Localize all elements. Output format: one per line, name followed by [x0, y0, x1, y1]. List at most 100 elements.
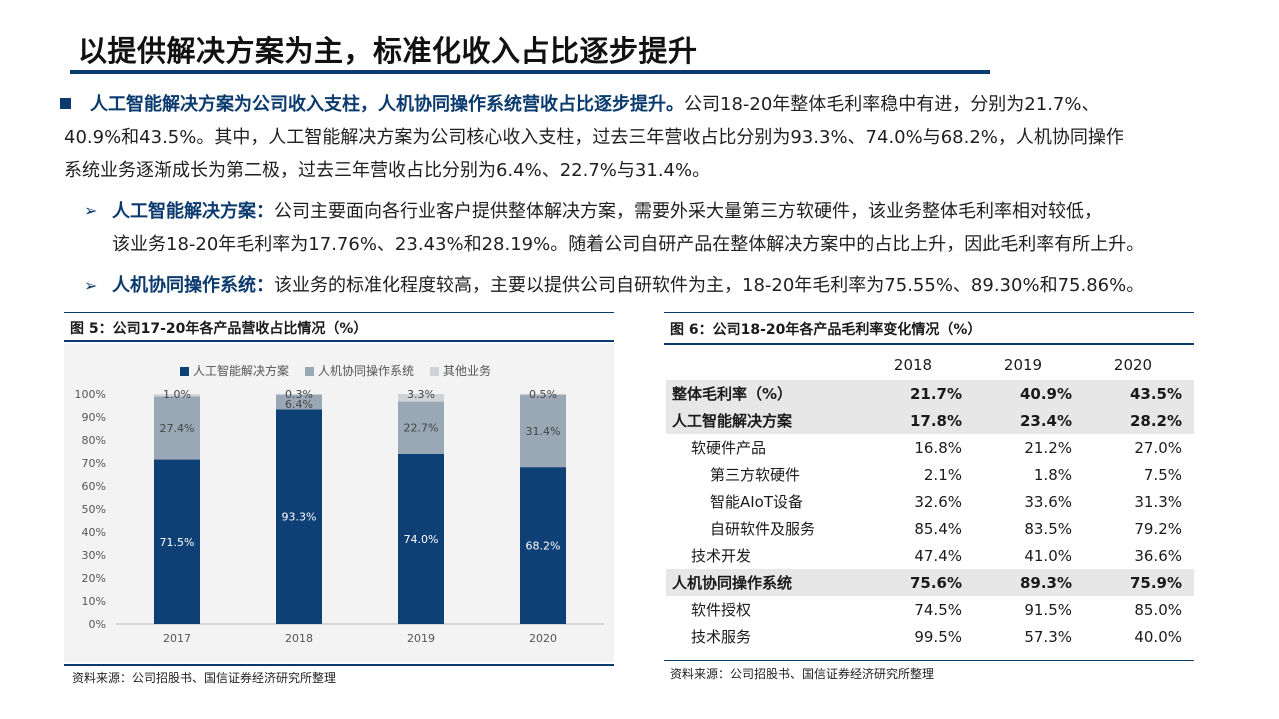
cell-value: 75.9%: [1084, 569, 1194, 596]
data-label: 1.0%: [163, 388, 191, 401]
cell-value: 57.3%: [1024, 627, 1072, 646]
data-label: 74.0%: [404, 533, 439, 546]
row-label: 软件授权: [691, 601, 752, 619]
cell-value: 32.6%: [914, 492, 962, 511]
y-tick-label: 20%: [82, 572, 106, 585]
bar-segment: [520, 393, 566, 395]
year-header: 2019: [1003, 356, 1043, 374]
cell-value: 40.9%: [974, 380, 1084, 407]
hci-os-line1: 该业务的标准化程度较高，主要以提供公司自研软件为主，18-20年毛利率为75.5…: [274, 275, 1145, 296]
cell-value: 27.0%: [1134, 438, 1182, 457]
x-tick-label: 2017: [163, 632, 191, 645]
table-row: 整体毛利率（%） 21.7% 40.9% 43.5%: [666, 380, 1194, 407]
cell-value: 23.4%: [974, 407, 1084, 434]
table-header-row: 2018 2019 2020: [666, 350, 1194, 380]
data-label: 71.5%: [160, 536, 195, 549]
paragraph-ai-solution: 人工智能解决方案：公司主要面向各行业客户提供整体解决方案，需要外采大量第三方软硬…: [112, 195, 1272, 228]
legend-label: 人机协同操作系统: [318, 364, 415, 378]
year-header: 2018: [893, 356, 933, 374]
fig6-bottom-rule: [664, 660, 1194, 661]
table-row: 第三方软硬件 2.1% 1.8% 7.5%: [666, 461, 1194, 488]
cell-value: 21.7%: [864, 380, 974, 407]
fig5-top-rule: [64, 312, 614, 313]
data-label: 31.4%: [526, 425, 561, 438]
x-tick-label: 2020: [529, 632, 557, 645]
summary-line1: 公司18-20年整体毛利率稳中有进，分别为21.7%、: [684, 94, 1100, 115]
x-tick-label: 2018: [285, 632, 313, 645]
cell-value: 17.8%: [864, 407, 974, 434]
x-tick-label: 2019: [407, 632, 435, 645]
table-row: 智能AIoT设备 32.6% 33.6% 31.3%: [666, 488, 1194, 515]
fig6-heading-rule: [664, 343, 1194, 345]
data-label: 68.2%: [526, 540, 561, 553]
summary-highlight: 人工智能解决方案为公司收入支柱，人机协同操作系统营收占比逐步提升。: [90, 94, 684, 115]
fig6-heading: 图 6：公司18-20年各产品毛利率变化情况（%）: [670, 322, 982, 338]
cell-value: 79.2%: [1134, 519, 1182, 538]
header-blank-cell: [666, 350, 864, 380]
bar-segment: [276, 394, 322, 410]
gross-margin-table: 2018 2019 2020 整体毛利率（%） 21.7% 40.9% 43.5% 人工智能解…: [666, 350, 1194, 650]
row-label: 人机协同操作系统: [666, 569, 864, 596]
y-tick-label: 60%: [82, 480, 106, 493]
table-row: 自研软件及服务 85.4% 83.5% 79.2%: [666, 515, 1194, 542]
cell-value: 2.1%: [923, 465, 962, 484]
cell-value: 75.6%: [864, 569, 974, 596]
fig6-source: 资料来源：公司招股书、国信证券经济研究所整理: [670, 667, 935, 681]
cell-value: 40.0%: [1134, 627, 1182, 646]
legend-item-hci-os: 人机协同操作系统: [305, 362, 414, 379]
bar-segment: [398, 453, 444, 624]
cell-value: 91.5%: [1024, 600, 1072, 619]
table-row: 人机协同操作系统 75.6% 89.3% 75.9%: [666, 569, 1194, 596]
legend-label: 其他业务: [443, 364, 492, 378]
y-tick-label: 30%: [82, 549, 106, 562]
row-label: 第三方软硬件: [710, 466, 801, 484]
data-label: 0.3%: [285, 388, 313, 401]
cell-value: 1.8%: [1033, 465, 1072, 484]
cell-value: 74.5%: [914, 600, 962, 619]
summary-line3: 系统业务逐渐成长为第二极，过去三年营收占比分别为6.4%、22.7%与31.4%…: [64, 160, 711, 181]
page-title: 以提供解决方案为主，标准化收入占比逐步提升: [78, 34, 698, 68]
y-tick-label: 40%: [82, 526, 106, 539]
year-header: 2020: [1113, 356, 1153, 374]
legend-item-other: 其他业务: [430, 362, 491, 379]
ai-solution-line2: 该业务18-20年毛利率为17.76%、23.43%和28.19%。随着公司自研…: [112, 234, 1145, 255]
row-label: 人工智能解决方案: [666, 407, 864, 434]
data-label: 93.3%: [282, 511, 317, 524]
ai-solution-line1: 公司主要面向各行业客户提供整体解决方案，需要外采大量第三方软硬件，该业务整体毛利…: [274, 201, 1102, 222]
cell-value: 41.0%: [1024, 546, 1072, 565]
bar-segment: [398, 401, 444, 454]
cell-value: 36.6%: [1134, 546, 1182, 565]
fig6-top-rule: [664, 312, 1194, 313]
cell-value: 7.5%: [1143, 465, 1182, 484]
bar-segment: [154, 394, 200, 397]
cell-value: 31.3%: [1134, 492, 1182, 511]
legend-label: 人工智能解决方案: [193, 364, 290, 378]
summary-line2: 40.9%和43.5%。其中，人工智能解决方案为公司核心收入支柱，过去三年营收占…: [64, 127, 1124, 148]
y-tick-label: 10%: [82, 595, 106, 608]
bar-segment: [520, 467, 566, 624]
chart-legend: 人工智能解决方案 人机协同操作系统 其他业务: [180, 362, 491, 379]
paragraph-hci-os: 人机协同操作系统：该业务的标准化程度较高，主要以提供公司自研软件为主，18-20…: [112, 269, 1272, 302]
row-label: 自研软件及服务: [710, 520, 816, 538]
fig5-source: 资料来源：公司招股书、国信证券经济研究所整理: [72, 671, 337, 685]
cell-value: 43.5%: [1084, 380, 1194, 407]
y-tick-label: 90%: [82, 411, 106, 424]
bar-segment: [276, 409, 322, 624]
hci-os-highlight: 人机协同操作系统：: [112, 275, 274, 296]
cell-value: 47.4%: [914, 546, 962, 565]
revenue-share-chart: 0% 10% 20% 30% 40% 50% 60% 70% 80% 90% 100% 71.5% 27…: [75, 388, 604, 645]
y-tick-label: 100%: [75, 388, 106, 401]
cell-value: 21.2%: [1024, 438, 1072, 457]
cell-value: 33.6%: [1024, 492, 1072, 511]
table-row: 人工智能解决方案 17.8% 23.4% 28.2%: [666, 407, 1194, 434]
cell-value: 28.2%: [1084, 407, 1194, 434]
data-label: 0.5%: [529, 388, 557, 401]
y-tick-label: 80%: [82, 434, 106, 447]
table-row: 软硬件产品 16.8% 21.2% 27.0%: [666, 434, 1194, 461]
row-label: 智能AIoT设备: [710, 493, 804, 511]
row-label: 技术开发: [691, 547, 752, 565]
cell-value: 99.5%: [914, 627, 962, 646]
cell-value: 89.3%: [974, 569, 1084, 596]
bar-segment: [154, 459, 200, 624]
row-label: 软硬件产品: [691, 439, 767, 457]
